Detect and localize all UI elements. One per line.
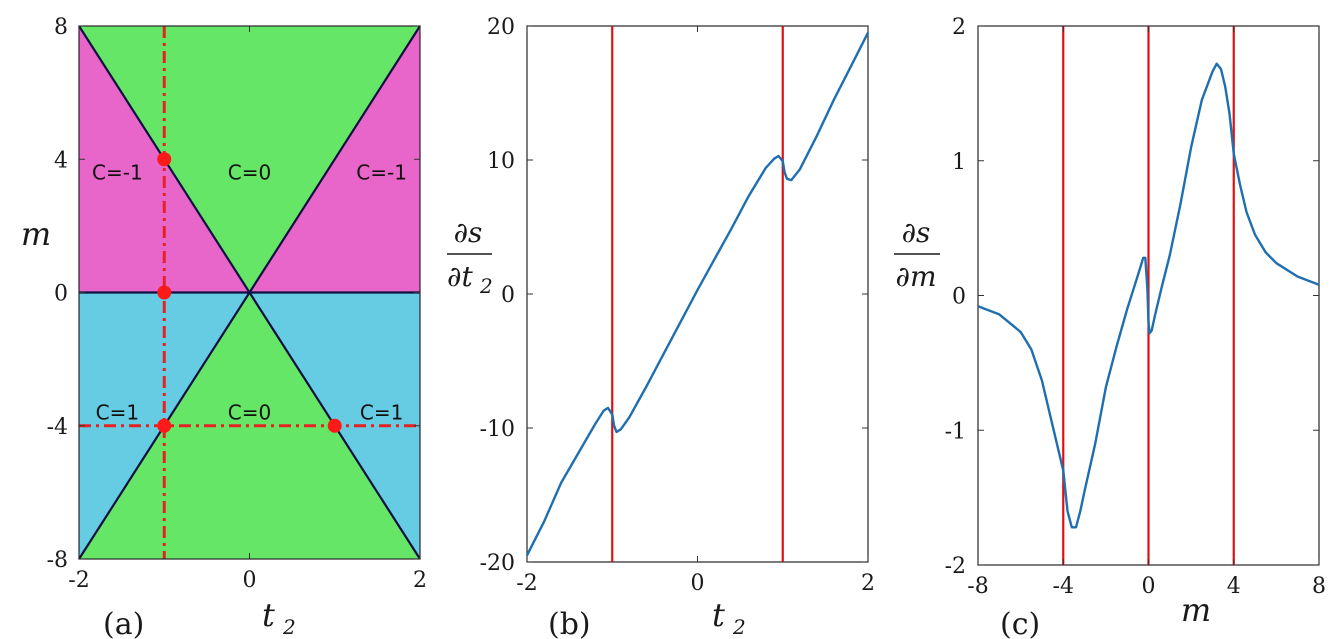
x-tick-label: 0 [243,568,257,593]
y-tick-label: 0 [952,285,966,310]
x-tick-label: -4 [1053,574,1074,599]
x-axis-label-subscript: 2 [732,615,746,639]
region-label: C=-1 [92,161,143,185]
x-tick-label: -8 [967,574,988,599]
marked-point [157,285,172,300]
plot-frame [526,25,869,563]
y-axis-label-numerator: ∂s [902,216,931,249]
y-tick-label: 8 [54,15,68,40]
y-tick-label: -8 [47,548,68,573]
marked-point [157,152,172,167]
series-line [977,62,1320,529]
x-tick-label: 2 [861,571,875,596]
y-tick-label: -20 [480,551,515,576]
panel-c-line-chart: -8 -4 0 4 8 2 1 0 -1 -2 ∂s ∂m m (c) [894,15,1326,639]
y-tick-label: 1 [952,150,966,175]
y-axis-label-denominator-subscript: 2 [479,274,493,298]
x-tick-label: 0 [691,571,705,596]
y-tick-label: 0 [54,282,68,307]
y-tick-label: -2 [945,554,966,579]
y-tick-label: 4 [54,148,68,173]
y-axis-label-denominator: ∂m [895,260,936,293]
region-label: C=-1 [356,161,407,185]
x-tick-label: 2 [413,568,427,593]
x-axis-label: m [1181,591,1211,629]
region-label: C=1 [360,400,403,424]
y-tick-label: 10 [487,149,515,174]
panel-label: (b) [548,607,591,639]
x-axis-label: t [262,596,275,634]
y-axis-label-numerator: ∂s [454,216,483,249]
x-tick-label: 8 [1312,574,1326,599]
region-label: C=1 [96,400,139,424]
y-axis-label: m [21,215,51,253]
x-axis-label: t [712,596,725,634]
marked-point [327,418,342,433]
x-tick-label: 0 [1142,574,1156,599]
y-tick-label: 2 [952,15,966,40]
marked-point [157,418,172,433]
x-tick-label: -2 [516,571,537,596]
y-tick-label: 0 [501,283,515,308]
y-tick-label: -1 [945,419,966,444]
region-label: C=0 [228,161,271,185]
y-axis-label-denominator: ∂t [447,260,473,293]
panel-label: (a) [103,607,144,639]
x-tick-label: 4 [1227,574,1241,599]
x-tick-label: -2 [68,568,89,593]
y-tick-label: 20 [487,15,515,40]
y-tick-label: -4 [47,415,68,440]
y-tick-label: -10 [480,417,515,442]
panel-label: (c) [1000,607,1040,639]
x-axis-label-subscript: 2 [282,615,296,639]
series-line [525,32,870,556]
region-label: C=0 [228,400,271,424]
